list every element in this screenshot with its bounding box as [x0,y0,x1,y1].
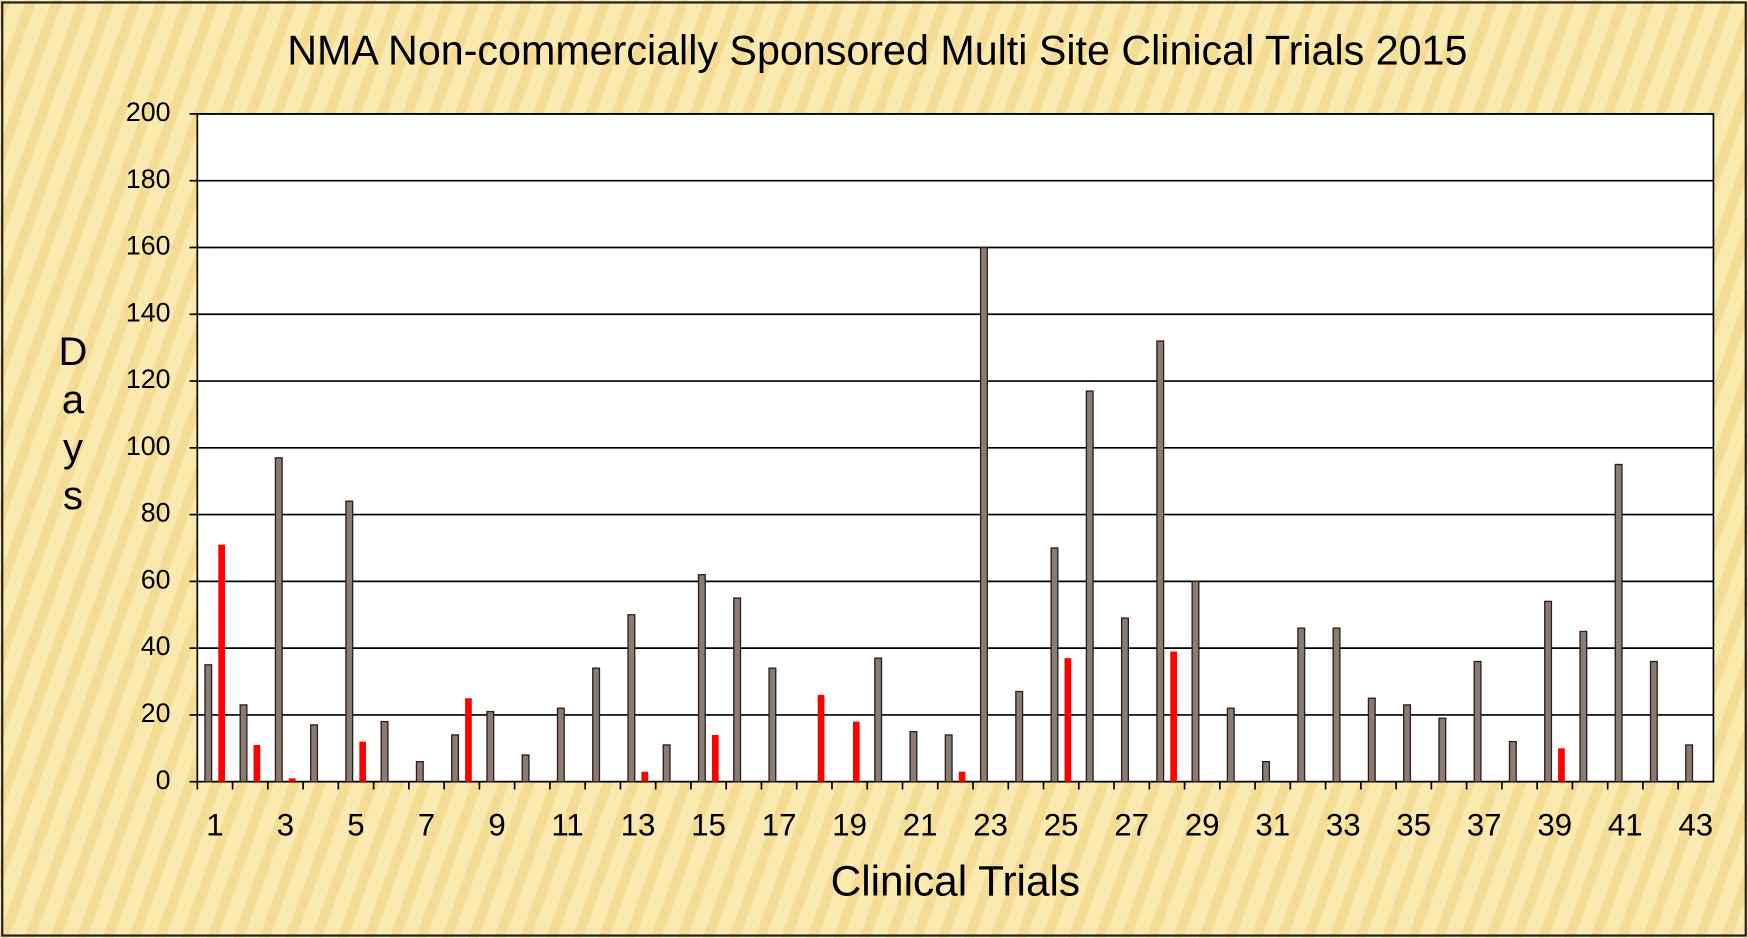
x-axis-label: Clinical Trials [831,857,1081,904]
bar [768,667,777,783]
bar [310,724,319,783]
x-tick-label: 25 [1044,808,1079,843]
bar [415,760,424,783]
y-tick-label: 20 [141,698,171,728]
bar [1558,748,1565,782]
x-tick-label: 19 [832,808,867,843]
bar [662,744,671,783]
bar [1438,717,1447,783]
bar [204,664,213,783]
x-tick-label: 11 [551,808,583,843]
bar [944,734,953,783]
bar [627,614,636,783]
y-tick-label: 140 [126,297,171,327]
bar [979,246,988,783]
bar [1226,707,1235,783]
y-tick-label: 120 [126,364,171,394]
bar [1579,630,1588,783]
y-tick-label: 80 [141,498,171,528]
bar [451,734,460,783]
x-tick-label: 9 [488,808,505,843]
y-tick-label: 60 [141,564,171,594]
x-tick-label: 7 [418,808,435,843]
bar [641,771,649,782]
bar [1262,760,1271,783]
bar [253,744,261,782]
x-tick-label: 41 [1608,808,1643,843]
bar [1297,627,1306,783]
y-tick-label: 180 [126,164,171,194]
bar [521,754,530,783]
y-tick-label: 160 [126,231,171,261]
bar [1332,627,1341,783]
x-tick-label: 43 [1678,808,1713,843]
x-tick-label: 13 [621,808,656,843]
bar [288,778,296,782]
x-tick-label: 21 [903,808,938,843]
bar [1544,600,1553,783]
bar [556,707,565,783]
bar [1015,690,1024,783]
bar [1085,390,1094,783]
bar [1191,580,1200,783]
x-tick-label: 5 [347,808,364,843]
bar [218,544,225,782]
x-tick-label: 31 [1255,808,1290,843]
bar [380,720,389,783]
x-tick-label: 17 [762,808,797,843]
x-tick-label: 1 [206,808,223,843]
bar [1403,704,1412,783]
bar [852,721,860,782]
bar [733,597,742,783]
y-tick-label: 40 [141,631,171,661]
bar [1120,617,1129,783]
x-tick-label: 37 [1467,808,1502,843]
bar [359,741,367,782]
y-tick-label: 100 [126,431,171,461]
bar [909,730,918,783]
bar [1156,340,1165,783]
bar [1367,697,1376,783]
x-tick-label: 15 [691,808,726,843]
x-tick-label: 3 [277,808,294,843]
bar [486,710,495,783]
bar [239,704,248,783]
bar [1170,651,1177,782]
x-tick-label: 39 [1537,808,1572,843]
y-tick-label: 200 [126,97,171,127]
bar [1649,660,1658,783]
bar [958,771,966,782]
x-tick-label: 33 [1326,808,1361,843]
bar [1614,463,1623,783]
bar [274,457,283,783]
x-tick-label: 23 [973,808,1008,843]
bar [817,694,825,782]
bar [1064,658,1072,782]
bar [345,500,354,783]
y-axis-label: Days [51,330,95,522]
bar [1508,740,1517,783]
bar [1685,744,1694,783]
bar [1473,660,1482,783]
x-tick-label: 27 [1114,808,1149,843]
bar [874,657,883,783]
bar [711,734,719,782]
x-tick-label: 35 [1396,808,1431,843]
bar [1050,547,1059,783]
y-tick-label: 0 [156,765,171,795]
bar [465,698,472,782]
bar [697,574,706,783]
bar [592,667,601,783]
x-tick-label: 29 [1185,808,1220,843]
chart-title: NMA Non-commercially Sponsored Multi Sit… [287,28,1467,74]
